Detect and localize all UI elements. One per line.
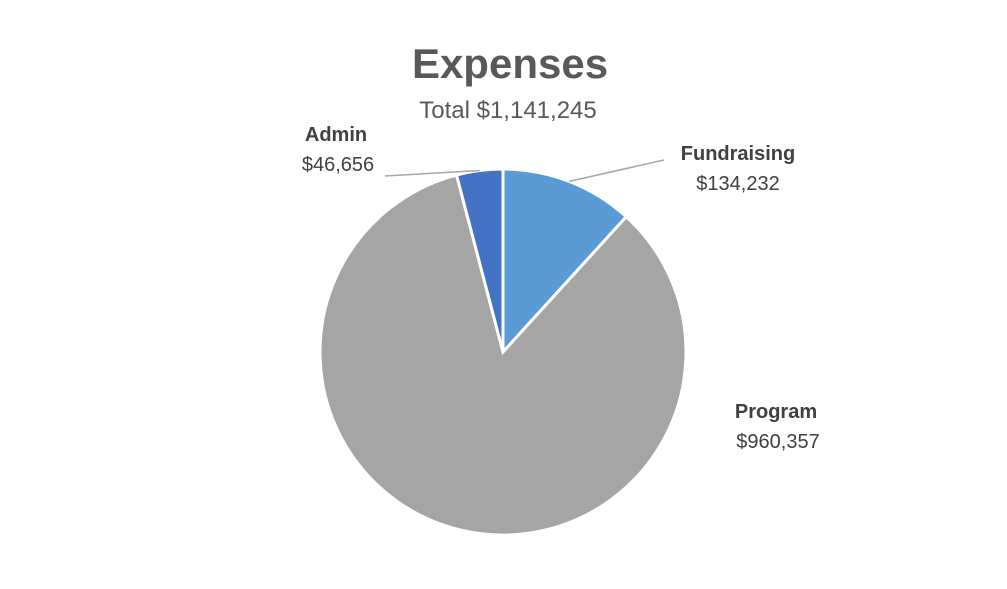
data-label-program: Program $960,357	[735, 401, 820, 453]
data-label-fundraising-name: Fundraising	[681, 143, 795, 165]
data-label-program-value: $960,357	[736, 431, 819, 453]
leader-lines	[384, 159, 665, 183]
data-label-program-name: Program	[735, 401, 817, 423]
data-label-admin-name: Admin	[305, 124, 367, 146]
data-label-admin-value: $46,656	[302, 154, 374, 176]
data-label-admin: Admin $46,656	[302, 124, 374, 176]
data-label-fundraising: Fundraising $134,232	[681, 143, 795, 195]
chart-subtitle: Total $1,141,245	[419, 97, 596, 124]
pie-slice-program	[318, 173, 688, 537]
chart-title: Expenses	[412, 40, 608, 87]
data-label-fundraising-value: $134,232	[696, 173, 779, 195]
leader-line-admin	[384, 169, 480, 177]
leader-line-fundraising	[568, 159, 665, 183]
pie-slices	[318, 167, 688, 537]
